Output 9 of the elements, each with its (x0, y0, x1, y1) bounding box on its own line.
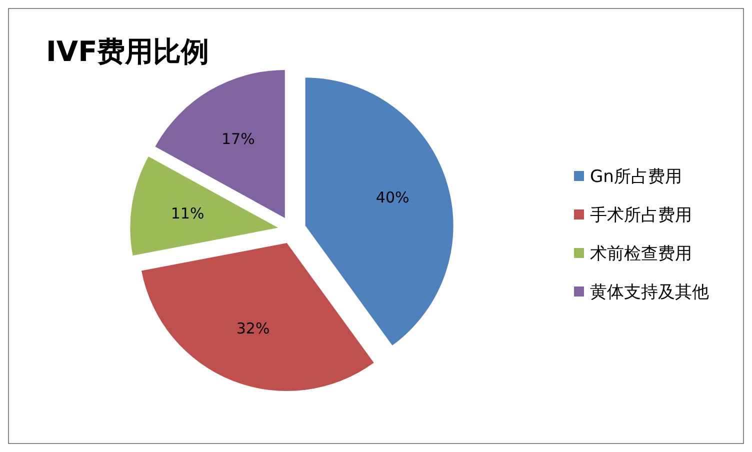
legend-label: Gn所占费用 (590, 166, 682, 187)
legend-label: 术前检查费用 (590, 244, 692, 264)
legend-label: 手术所占费用 (590, 205, 692, 226)
data-label: 40% (376, 188, 410, 207)
legend-label: 黄体支持及其他 (590, 282, 709, 302)
data-label: 32% (236, 320, 270, 338)
data-label: 17% (221, 130, 255, 148)
chart-title: IVF费用比例 (46, 35, 210, 68)
data-label: 11% (170, 204, 204, 223)
